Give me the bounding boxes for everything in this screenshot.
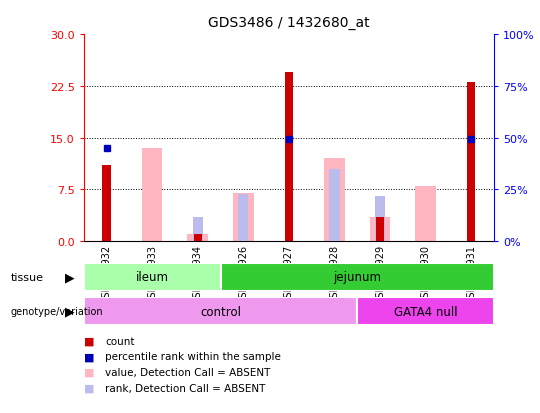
Bar	[84, 263, 220, 291]
Text: jejunum: jejunum	[333, 271, 381, 284]
Bar	[370, 218, 390, 242]
Text: tissue: tissue	[11, 272, 44, 282]
Bar	[376, 218, 384, 242]
Bar	[233, 193, 254, 242]
Text: value, Detection Call = ABSENT: value, Detection Call = ABSENT	[105, 367, 271, 377]
Text: GATA4 null: GATA4 null	[394, 305, 457, 318]
Bar	[415, 187, 436, 242]
Text: ■: ■	[84, 367, 94, 377]
Bar	[193, 218, 202, 242]
Title: GDS3486 / 1432680_at: GDS3486 / 1432680_at	[208, 16, 370, 30]
Text: count: count	[105, 336, 135, 346]
Text: ileum: ileum	[136, 271, 168, 284]
Text: percentile rank within the sample: percentile rank within the sample	[105, 351, 281, 361]
Text: ■: ■	[84, 351, 94, 361]
Bar	[103, 166, 111, 242]
Text: ▶: ▶	[65, 271, 75, 284]
Bar	[357, 297, 494, 325]
Text: ■: ■	[84, 336, 94, 346]
Bar	[329, 169, 340, 242]
Bar	[324, 159, 345, 242]
Bar	[194, 235, 202, 242]
Bar	[238, 195, 248, 242]
Text: rank, Detection Call = ABSENT: rank, Detection Call = ABSENT	[105, 383, 266, 393]
Bar	[220, 263, 494, 291]
Bar	[84, 297, 357, 325]
Text: ▶: ▶	[65, 305, 75, 318]
Text: ■: ■	[84, 383, 94, 393]
Bar	[187, 235, 208, 242]
Bar	[142, 149, 163, 242]
Text: control: control	[200, 305, 241, 318]
Bar	[285, 73, 293, 242]
Bar	[467, 83, 475, 242]
Bar	[375, 197, 385, 242]
Text: genotype/variation: genotype/variation	[11, 306, 104, 316]
